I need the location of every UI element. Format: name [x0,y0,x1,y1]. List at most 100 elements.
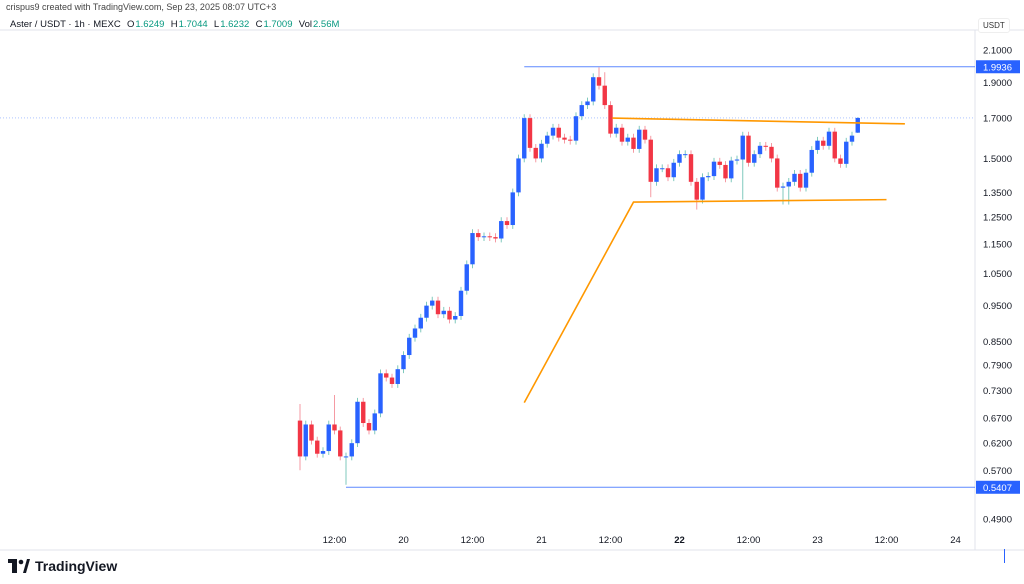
candle-up [349,443,354,457]
candle-up [320,451,326,454]
candle-down [493,237,498,239]
low-value: 1.6232 [220,19,250,30]
candle-up [372,413,377,431]
tradingview-logo-icon [8,559,30,573]
candle-up [539,143,544,159]
price-tick-label: 2.1000 [983,46,1012,57]
candle-up [395,369,400,384]
price-tick-label: 0.8500 [983,337,1012,348]
candle-up [803,172,809,188]
candle-up [757,145,763,155]
currency-label[interactable]: USDT [978,18,1010,33]
candle-up [453,315,458,320]
price-tick-label: 1.9000 [983,78,1012,89]
candle-up [441,310,446,315]
candle-down [476,233,481,238]
candle-down [389,377,395,384]
candle-up [711,161,717,177]
candle-down [832,131,837,159]
candle-down [504,221,510,226]
candle-down [309,424,314,441]
brand-name: TradingView [35,558,118,574]
high-value: 1.7044 [178,19,208,30]
candle-up [499,221,504,239]
candle-down [315,440,320,454]
price-tick-label: 1.7000 [983,114,1012,125]
candle-up [683,154,688,156]
flag-pole-and-base [523,198,887,404]
candle-up [585,101,590,106]
candle-up [752,154,757,163]
candle-down [746,135,751,163]
time-tick-label: 12:00 [461,535,485,546]
candle-up [826,131,832,146]
candle-up [401,355,406,370]
candle-up [424,305,429,318]
candle-up [614,127,619,134]
candle-down [775,158,780,188]
candle-up [740,135,745,160]
price-tick-label: 1.3500 [983,188,1012,199]
candle-down [642,129,648,140]
candle-up [303,424,308,457]
candle-up [734,159,740,161]
candle-up [458,290,464,316]
candle-up [464,264,469,291]
price-tick-label: 0.6200 [983,439,1012,450]
candle-down [723,164,728,179]
close-label: C [255,19,263,30]
candle-up [671,162,676,178]
price-level-badge [976,480,1020,494]
candle-up [625,137,630,142]
time-tick-label: 12:00 [737,535,761,546]
candle-up [516,158,521,193]
price-tick-label: 0.4900 [983,515,1012,526]
candle-up [510,192,515,226]
price-tick-label: 0.7300 [983,386,1012,397]
candle-up [637,129,642,149]
high-label: H [170,19,178,30]
candle-up [481,236,487,238]
candle-up [729,160,734,179]
candle-up [780,186,786,188]
candle-up [815,140,820,150]
candle-down [631,137,636,149]
candle-down [838,158,843,164]
candle-down [533,147,538,159]
time-tick-label: 12:00 [323,535,347,546]
time-tick-label: 22 [674,535,685,546]
price-tick-label: 0.6700 [983,414,1012,425]
candle-up [550,127,556,136]
candle-down [562,137,567,140]
price-level-label: 1.9936 [983,62,1012,73]
price-tick-label: 1.5000 [983,154,1012,165]
price-tick-label: 0.9500 [983,301,1012,312]
candle-down [648,139,653,182]
candle-up [343,456,349,458]
candle-down [619,127,625,142]
candle-down [435,300,441,315]
candle-down [769,146,774,159]
time-tick-label: 12:00 [599,535,623,546]
close-value: 1.7009 [263,19,293,30]
candle-down [688,154,694,182]
candle-up [654,168,659,182]
tradingview-logo[interactable]: TradingView [8,558,117,574]
candle-down [338,430,343,457]
low-label: L [213,19,220,30]
candle-down [332,424,337,431]
candle-up [706,176,711,178]
volume-value: 2.56M [313,19,340,30]
candle-down [447,310,452,320]
candle-up [700,177,705,200]
candle-down [763,145,768,147]
price-tick-label: 0.5700 [983,466,1012,477]
candle-up [579,105,584,117]
candle-up [844,141,849,164]
symbol-name[interactable]: Aster / USDT · 1h · MEXC [10,19,121,30]
candle-up [660,168,665,170]
candle-up [378,373,383,414]
candle-up [355,401,360,444]
time-tick-label: 23 [812,535,823,546]
